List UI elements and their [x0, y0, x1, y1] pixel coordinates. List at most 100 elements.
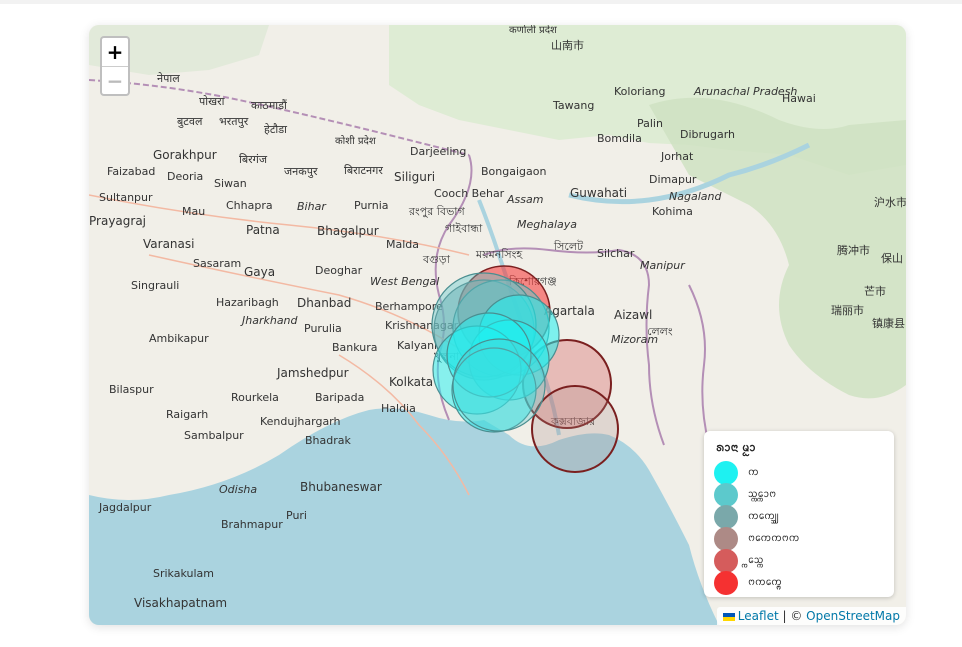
place-label: Chhapra	[226, 199, 273, 212]
place-label: Gaya	[244, 265, 275, 279]
place-label: कर्णाली प्रदेश	[509, 25, 557, 36]
place-label: Srikakulam	[153, 567, 214, 580]
place-label: Raigarh	[166, 408, 208, 421]
leaflet-link[interactable]: Leaflet	[737, 609, 779, 623]
place-label: कोशी प्रदेश	[335, 135, 376, 147]
ukraine-flag-icon	[722, 612, 735, 621]
place-label: Meghalaya	[517, 218, 577, 231]
place-label: Hawai	[782, 92, 816, 105]
legend-swatch	[714, 461, 738, 485]
legend-label: ᩈ᩠ᨠᩮ᩠ᨠᩣᨻ	[748, 489, 777, 500]
place-label: Berhampore	[375, 300, 443, 313]
legend-item: ᩈ᩠ᨠᩮ᩠ᨠᩣᨻ	[714, 483, 776, 507]
place-label: Sasaram	[193, 257, 241, 270]
place-label: Dibrugarh	[680, 128, 735, 141]
place-label: Palin	[637, 117, 663, 130]
place-label: 山南市	[551, 38, 584, 52]
circle-marker[interactable]	[451, 347, 537, 433]
place-label: Siliguri	[394, 170, 435, 184]
place-label: Baripada	[315, 391, 364, 404]
map-tiles[interactable]: कर्णाली प्रदेश नेपाल पोखरा काठमाडौं बुटव…	[89, 25, 906, 625]
map-container[interactable]: कर्णाली प्रदेश नेपाल पोखरा काठमाडौं बुटव…	[89, 25, 906, 625]
place-label: Sultanpur	[99, 191, 153, 204]
place-label: Faizabad	[107, 165, 155, 178]
place-label: पोखरा	[199, 95, 225, 108]
legend-item: ᨻᨠᨠᩮ᩠ᨻ᩠ᨻ	[714, 571, 782, 595]
legend-swatch	[714, 483, 738, 507]
place-label: Aizawl	[614, 308, 652, 322]
place-label: 芒市	[864, 284, 886, 298]
legend-item: ᨻᨠᩮᨠᨻᨠ	[714, 527, 799, 551]
place-label: काठमाडौं	[251, 99, 287, 112]
nepal-border	[89, 79, 470, 156]
place-label: Assam	[506, 193, 543, 206]
legend: ᩁᩣᨶᩣ ᨾᩬᩣ ᨠ ᩈ᩠ᨠᩮ᩠ᨠᩣᨻ ᨠᨠᩮ᩠ᩈ᩠ᩈ ᨻᨠᩮᨠᨻᨠ ᩠ᨠᩮᩈ᩠…	[704, 431, 894, 597]
place-label: Brahmapur	[221, 518, 283, 531]
attribution-separator: | ©	[778, 609, 807, 623]
place-label: গাইবান্ধা	[445, 222, 483, 235]
place-label: Patna	[246, 223, 280, 237]
zoom-control: + −	[100, 36, 130, 96]
legend-label: ᩠ᨠᩮᩈ᩠ᨠ	[748, 555, 764, 566]
circle-markers[interactable]	[431, 265, 619, 473]
circle-marker[interactable]	[531, 385, 619, 473]
place-label: Jharkhand	[240, 314, 299, 327]
place-label: Bhagalpur	[317, 224, 379, 238]
place-label: Singrauli	[131, 279, 179, 292]
road	[338, 354, 470, 496]
place-label: Bihar	[297, 200, 327, 213]
place-label: बुटवल	[177, 115, 203, 128]
place-label: Dhanbad	[297, 296, 351, 310]
place-label: Silchar	[597, 247, 635, 260]
place-label: Deoghar	[315, 264, 363, 277]
circle-marker[interactable]	[452, 338, 546, 432]
place-label: जनकपुर	[284, 165, 318, 178]
place-label: Kohima	[652, 205, 693, 218]
place-label: Odisha	[219, 483, 257, 496]
place-label: Darjeeling	[410, 145, 466, 158]
place-label: ময়মনসিংহ	[475, 248, 523, 261]
place-label: 镇康县	[872, 316, 905, 330]
place-label: Agartala	[544, 304, 595, 318]
place-label: 瑞丽市	[831, 303, 864, 317]
legend-swatch	[714, 549, 738, 573]
place-label: Bhadrak	[305, 434, 352, 447]
place-label: Puri	[286, 509, 307, 522]
place-label: Dimapur	[649, 173, 697, 186]
place-label: Jorhat	[660, 150, 694, 163]
place-label: Haldia	[381, 402, 416, 415]
place-label: Bhubaneswar	[300, 480, 382, 494]
openstreetmap-link[interactable]: OpenStreetMap	[806, 609, 900, 623]
place-label: Prayagraj	[89, 214, 146, 228]
place-label: বগুড়া	[422, 253, 451, 266]
place-label: Mizoram	[611, 333, 658, 346]
place-label: রংপুর বিভাগ	[408, 205, 465, 218]
place-label: Manipur	[640, 259, 686, 272]
place-label: Tawang	[552, 99, 594, 112]
legend-label: ᨠ	[748, 467, 759, 478]
place-label: 腾冲市	[837, 243, 870, 257]
place-label: Siwan	[214, 177, 247, 190]
place-label: Kalyani	[397, 339, 437, 352]
zoom-out-button[interactable]: −	[102, 66, 128, 95]
place-label: Bankura	[332, 341, 378, 354]
nepal-hills	[89, 25, 269, 75]
place-label: 保山	[881, 251, 903, 265]
place-label: बिरगंज	[239, 153, 268, 166]
place-label: हेटौडा	[264, 123, 287, 136]
bangladesh-border	[483, 247, 665, 446]
place-label: नेपाल	[157, 72, 180, 85]
legend-swatch	[714, 505, 738, 529]
zoom-in-button[interactable]: +	[106, 40, 124, 64]
place-label: Guwahati	[570, 186, 627, 200]
legend-label: ᨻᨠᩮᨠᨻᨠ	[748, 533, 800, 544]
brahmaputra-river	[568, 142, 811, 205]
place-label: Purnia	[354, 199, 389, 212]
place-label: Kolkata	[389, 375, 433, 389]
place-label: Nagaland	[669, 190, 722, 203]
place-label: Sambalpur	[184, 429, 244, 442]
place-label: Rourkela	[231, 391, 279, 404]
place-label: লেলং	[647, 325, 673, 338]
legend-label: ᨻᨠᨠᩮ᩠ᨻ᩠ᨻ	[748, 577, 782, 588]
place-label: 沪水市	[874, 195, 906, 209]
